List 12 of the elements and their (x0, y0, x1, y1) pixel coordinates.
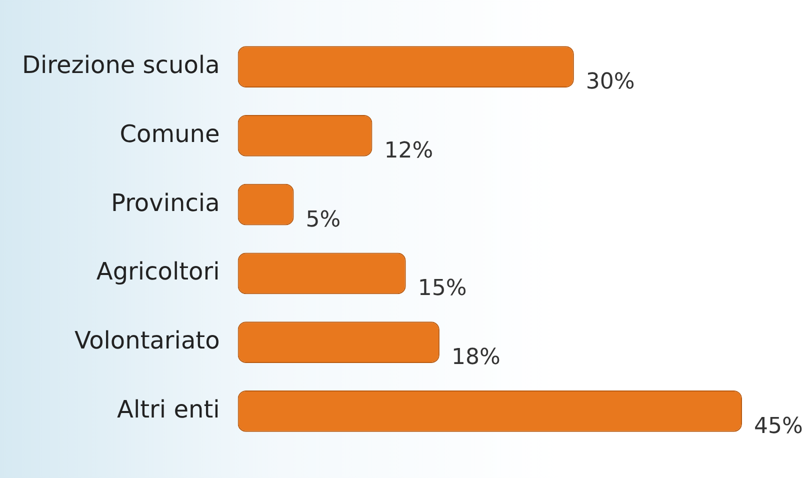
y-tick-label: Comune (120, 120, 220, 148)
data-label: 45% (754, 414, 803, 439)
y-tick-label: Provincia (111, 188, 220, 217)
data-label: 30% (586, 70, 635, 95)
y-tick-label: Volontariato (74, 326, 220, 355)
data-label: 15% (418, 276, 467, 302)
data-label: 12% (384, 138, 434, 164)
data-label: 5% (306, 207, 341, 232)
y-tick-label: Altri enti (117, 395, 220, 424)
y-tick-label: Agricoltori (96, 258, 220, 286)
data-label: 18% (451, 345, 500, 370)
y-tick-label: Direzione scuola (22, 51, 220, 80)
